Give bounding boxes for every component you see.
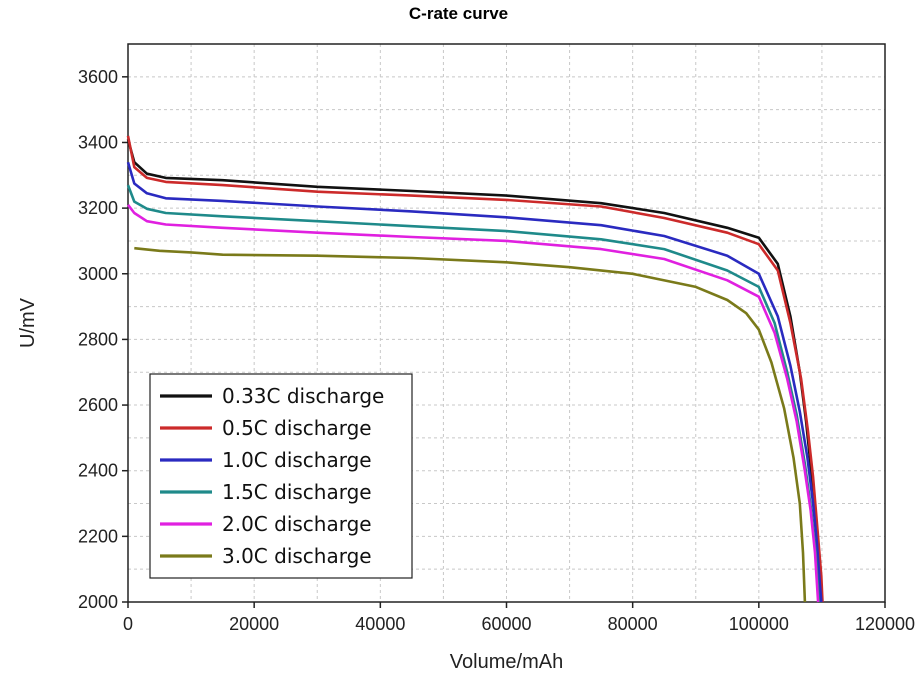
x-tick-label: 80000: [608, 614, 658, 634]
series-line-5: [126, 204, 820, 603]
x-tick-label: 100000: [729, 614, 789, 634]
y-tick-label: 2800: [78, 329, 118, 349]
legend-label: 2.0C discharge: [222, 512, 372, 536]
y-tick-label: 2200: [78, 526, 118, 546]
legend-label: 1.5C discharge: [222, 480, 372, 504]
series-line-6: [134, 246, 807, 603]
legend: 0.33C discharge 0.5C discharge 1.0C discha…: [149, 373, 413, 579]
axis-ticks: 0 20000 40000 60000 80000 100000 120000 2000 220…: [78, 67, 915, 634]
series-line-3: [126, 161, 823, 603]
x-tick-label: 120000: [855, 614, 915, 634]
legend-label: 0.33C discharge: [222, 384, 384, 408]
x-tick-label: 20000: [229, 614, 279, 634]
y-tick-label: 3400: [78, 132, 118, 152]
series-lines: [126, 135, 824, 603]
x-tick-label: 40000: [355, 614, 405, 634]
y-tick-label: 2400: [78, 461, 118, 481]
series-line-2: [126, 135, 824, 603]
legend-label: 3.0C discharge: [222, 544, 372, 568]
y-tick-label: 3200: [78, 198, 118, 218]
y-tick-label: 3600: [78, 67, 118, 87]
x-tick-label: 60000: [481, 614, 531, 634]
chart-title: C-rate curve: [408, 4, 509, 23]
y-tick-label: 3000: [78, 264, 118, 284]
y-axis-label: U/mV: [17, 297, 39, 348]
legend-label: 0.5C discharge: [222, 416, 372, 440]
legend-box: [149, 373, 413, 579]
y-tick-label: 2000: [78, 592, 118, 612]
x-axis-label: Volume/mAh: [450, 651, 563, 673]
y-tick-label: 2600: [78, 395, 118, 415]
x-tick-label: 0: [123, 614, 133, 634]
legend-label: 1.0C discharge: [222, 448, 372, 472]
